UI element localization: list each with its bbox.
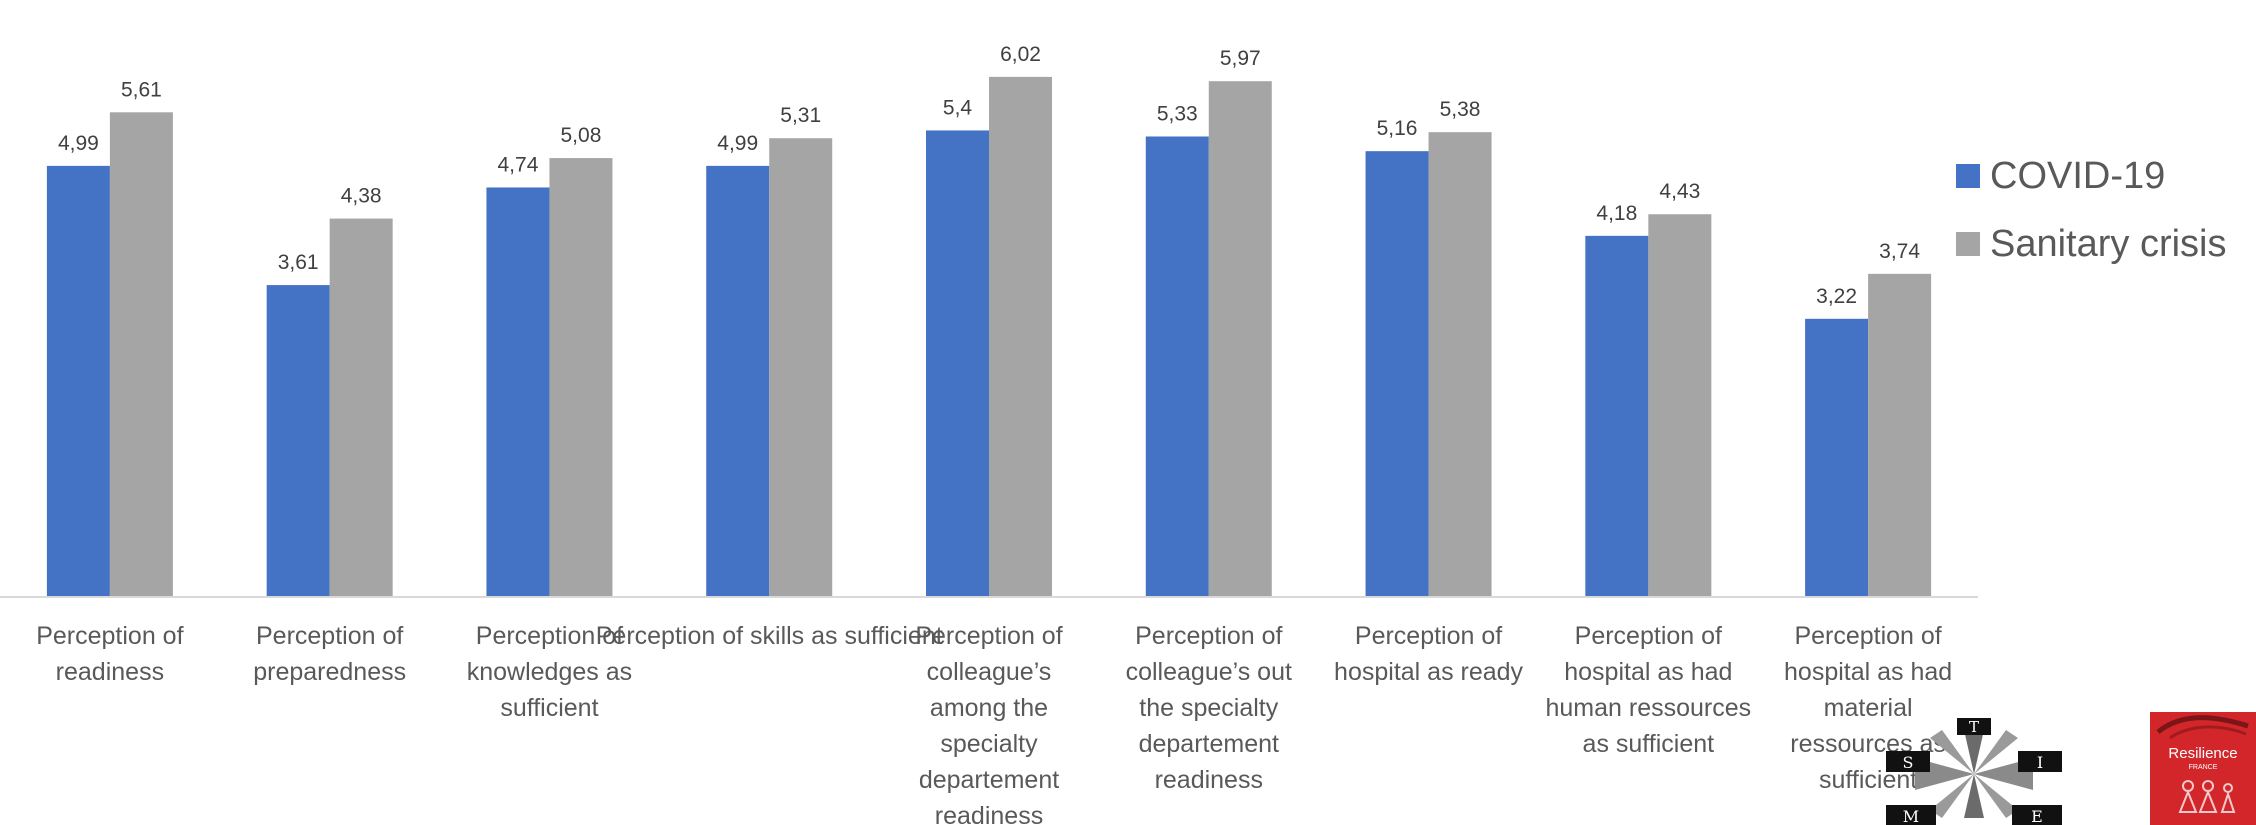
legend: COVID-19 Sanitary crisis xyxy=(1956,142,2227,278)
value-label-covid-4: 4,99 xyxy=(717,132,758,155)
value-label-sanitary-crisis-6: 5,97 xyxy=(1220,47,1261,70)
value-label-covid-9: 3,22 xyxy=(1816,285,1857,308)
bar-covid-1 xyxy=(46,165,110,597)
category-label-8: Perception of hospital as had human ressou… xyxy=(1546,622,1752,758)
category-label-3: Perception of knowledges as sufficient xyxy=(467,622,632,722)
value-label-sanitary-crisis-9: 3,74 xyxy=(1879,240,1920,263)
bar-sanitary-crisis-3 xyxy=(549,158,613,597)
bar-sanitary-crisis-5 xyxy=(989,76,1052,597)
bar-covid-8 xyxy=(1585,235,1649,597)
bars-group xyxy=(46,76,1932,598)
bar-sanitary-crisis-4 xyxy=(769,138,833,597)
category-label-9: Perception of hospital as had material ress… xyxy=(1784,622,1952,794)
bar-sanitary-crisis-1 xyxy=(109,112,173,598)
bar-sanitary-crisis-7 xyxy=(1428,132,1492,597)
category-label-1: Perception of readiness xyxy=(36,622,183,686)
bar-covid-3 xyxy=(486,187,550,598)
legend-label-sanitary-crisis: Sanitary crisis xyxy=(1990,222,2227,265)
value-label-sanitary-crisis-8: 4,43 xyxy=(1659,180,1700,203)
value-label-covid-8: 4,18 xyxy=(1596,202,1637,225)
category-label-4: Perception of skills as sufficient xyxy=(596,622,943,650)
legend-swatch-covid xyxy=(1956,164,1980,188)
bar-covid-2 xyxy=(266,285,330,597)
value-labels-group: 4,99 5,61 3,61 4,38 4,74 5,08 4,99 5,31 5,4 6,02 5… xyxy=(58,43,1920,308)
bar-covid-9 xyxy=(1805,318,1869,597)
bar-sanitary-crisis-8 xyxy=(1648,214,1712,598)
legend-swatch-sanitary-crisis xyxy=(1956,232,1980,256)
stime-letter-s: S xyxy=(1903,753,1914,772)
value-label-covid-6: 5,33 xyxy=(1157,102,1198,125)
value-label-sanitary-crisis-5: 6,02 xyxy=(1000,43,1041,66)
value-label-sanitary-crisis-3: 5,08 xyxy=(561,124,602,147)
bar-sanitary-crisis-6 xyxy=(1208,81,1272,597)
resilience-logo-text: Resilience xyxy=(2168,745,2238,762)
category-labels-group: Perception of readiness Perception of prepa… xyxy=(36,622,1952,825)
category-label-5: Perception of colleague’s among the special… xyxy=(915,622,1062,825)
category-label-6: Perception of colleague’s out the specialt… xyxy=(1126,622,1292,794)
value-label-sanitary-crisis-4: 5,31 xyxy=(780,104,821,127)
stime-letter-t: T xyxy=(1969,718,1979,736)
value-label-sanitary-crisis-7: 5,38 xyxy=(1440,98,1481,121)
legend-item-covid: COVID-19 xyxy=(1956,142,2227,210)
category-label-7: Perception of hospital as ready xyxy=(1334,622,1524,686)
bar-sanitary-crisis-9 xyxy=(1868,273,1932,597)
resilience-logo-subtext: FRANCE xyxy=(2188,764,2218,771)
bar-covid-4 xyxy=(706,165,770,597)
value-label-covid-3: 4,74 xyxy=(498,153,539,176)
bar-sanitary-crisis-2 xyxy=(329,218,393,597)
stime-logo: T S I M E xyxy=(1886,718,2062,825)
value-label-covid-5: 5,4 xyxy=(943,96,973,119)
bar-covid-6 xyxy=(1145,136,1209,597)
category-label-2: Perception of preparedness xyxy=(253,622,406,686)
stime-letter-i: I xyxy=(2037,753,2043,772)
stime-letter-e: E xyxy=(2031,807,2043,825)
stime-letter-m: M xyxy=(1903,807,1919,825)
bar-covid-7 xyxy=(1365,151,1429,597)
value-label-sanitary-crisis-2: 4,38 xyxy=(341,185,382,208)
value-label-sanitary-crisis-1: 5,61 xyxy=(121,78,162,101)
legend-item-sanitary-crisis: Sanitary crisis xyxy=(1956,210,2227,278)
value-label-covid-1: 4,99 xyxy=(58,132,99,155)
resilience-france-logo: Resilience FRANCE xyxy=(2150,712,2256,825)
value-label-covid-7: 5,16 xyxy=(1377,117,1418,140)
legend-label-covid: COVID-19 xyxy=(1990,154,2166,197)
bar-covid-5 xyxy=(926,130,989,597)
value-label-covid-2: 3,61 xyxy=(278,251,319,274)
